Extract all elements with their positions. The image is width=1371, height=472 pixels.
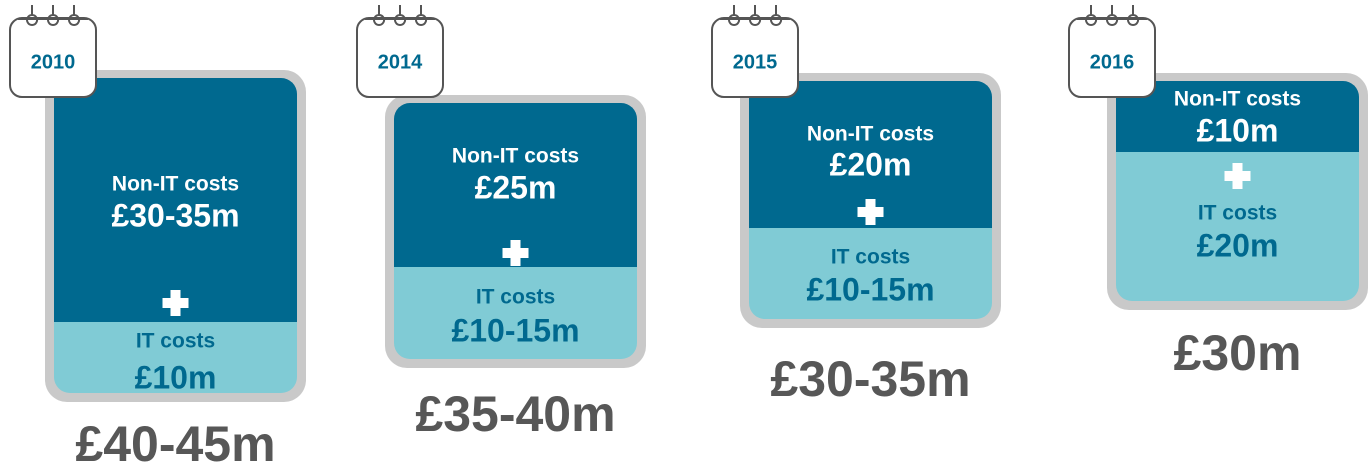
non-it-value: £20m [830, 146, 912, 182]
it-value: £10m [135, 359, 217, 395]
it-value: £20m [1197, 227, 1279, 263]
it-value: £10-15m [451, 312, 579, 348]
non-it-value: £30-35m [111, 197, 239, 233]
plus-icon [857, 199, 884, 225]
calendar-ring [728, 5, 741, 26]
year-label: 2015 [733, 51, 778, 73]
plus-icon [162, 290, 189, 316]
non-it-value: £25m [475, 169, 557, 205]
cost-panel: Non-IT costs£30-35m IT costs £10m £40-45m 20… [9, 5, 306, 472]
year-label: 2010 [31, 51, 76, 73]
plus-icon [1224, 163, 1251, 189]
it-label: IT costs [476, 286, 555, 309]
it-label: IT costs [136, 330, 215, 353]
calendar-ring [26, 5, 39, 26]
calendar-ring [47, 5, 60, 26]
calendar-ring [1085, 5, 1098, 26]
it-value: £10-15m [806, 271, 934, 307]
it-label: IT costs [831, 246, 910, 269]
it-block [54, 322, 297, 393]
year-label: 2016 [1090, 51, 1135, 73]
non-it-label: Non-IT costs [807, 123, 934, 146]
calendar-ring [394, 5, 407, 26]
total-value: £35-40m [415, 386, 615, 442]
non-it-block [54, 78, 297, 322]
non-it-block [1116, 81, 1359, 152]
calendar-ring [749, 5, 762, 26]
it-block [749, 228, 992, 319]
calendar-ring [68, 5, 81, 26]
non-it-block [394, 103, 637, 267]
calendar-ring [373, 5, 386, 26]
total-value: £30-35m [770, 351, 970, 407]
non-it-value: £10m [1197, 112, 1279, 148]
non-it-label: Non-IT costs [112, 173, 239, 196]
total-value: £40-45m [75, 416, 275, 472]
calendar-ring [1106, 5, 1119, 26]
plus-icon [502, 240, 529, 266]
cost-panel: Non-IT costs£20m IT costs£10-15m £30-35m 20… [711, 5, 1001, 407]
it-block [394, 267, 637, 359]
cost-panel: Non-IT costs£10m IT costs£20m £30m 2016 [1068, 5, 1368, 381]
total-value: £30m [1174, 325, 1302, 381]
calendar-ring [415, 5, 428, 26]
year-label: 2014 [378, 51, 423, 73]
calendar-ring [770, 5, 783, 26]
it-label: IT costs [1198, 202, 1277, 225]
non-it-label: Non-IT costs [1174, 88, 1301, 111]
calendar-ring [1127, 5, 1140, 26]
cost-panel: Non-IT costs£25m IT costs £10-15m £35-40m 20… [356, 5, 646, 442]
non-it-label: Non-IT costs [452, 145, 579, 168]
